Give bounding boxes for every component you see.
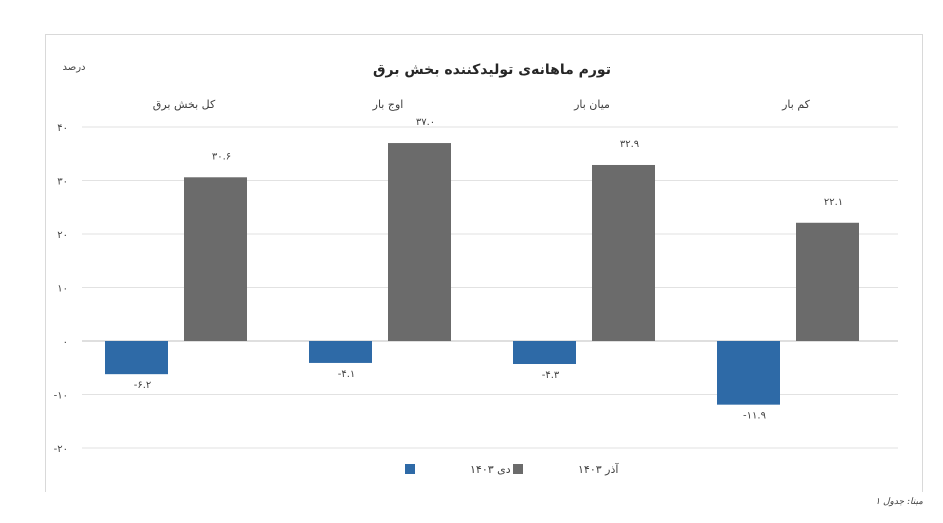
bar bbox=[592, 164, 655, 341]
bar bbox=[309, 341, 372, 363]
category-label: میان بار bbox=[573, 98, 610, 111]
bar bbox=[513, 341, 576, 365]
data-label: ۳۰.۶ bbox=[212, 151, 231, 162]
data-label: -۴.۳ bbox=[542, 370, 560, 381]
y-unit-label: درصد bbox=[62, 62, 85, 73]
data-label: ۳۲.۹ bbox=[620, 139, 639, 150]
legend-label: آذر ۱۴۰۳ bbox=[578, 462, 619, 476]
bar bbox=[184, 177, 247, 341]
data-label: ۲۲.۱ bbox=[824, 197, 843, 208]
data-label: -۴.۱ bbox=[338, 369, 356, 380]
y-tick-label: ۱۰ bbox=[57, 284, 68, 295]
category-label: کم بار bbox=[781, 98, 811, 111]
bar bbox=[717, 341, 780, 405]
category-label: کل بخش برق bbox=[153, 98, 216, 111]
y-tick-label: -۱۰ bbox=[54, 391, 68, 402]
bar bbox=[388, 143, 451, 341]
chart-title: تورم ماهانه‌ی تولیدکننده بخش برق bbox=[373, 62, 611, 78]
category-label: اوج بار bbox=[372, 98, 404, 111]
legend-label: دی ۱۴۰۳ bbox=[470, 463, 511, 476]
data-label: ۳۷.۰ bbox=[416, 117, 435, 128]
y-tick-label: -۲۰ bbox=[54, 444, 68, 455]
y-tick-label: ۰ bbox=[63, 337, 68, 348]
source-note: مبنا: جدول ۱ bbox=[875, 497, 923, 507]
y-tick-label: ۲۰ bbox=[57, 230, 68, 241]
bar bbox=[796, 222, 859, 341]
data-label: -۱۱.۹ bbox=[743, 411, 766, 422]
legend-swatch bbox=[513, 464, 523, 474]
y-tick-label: ۳۰ bbox=[57, 177, 68, 188]
legend-swatch bbox=[405, 464, 415, 474]
y-tick-label: ۴۰ bbox=[57, 123, 68, 134]
data-label: -۶.۲ bbox=[134, 380, 152, 391]
chart-frame bbox=[45, 34, 923, 492]
bar bbox=[105, 341, 168, 375]
